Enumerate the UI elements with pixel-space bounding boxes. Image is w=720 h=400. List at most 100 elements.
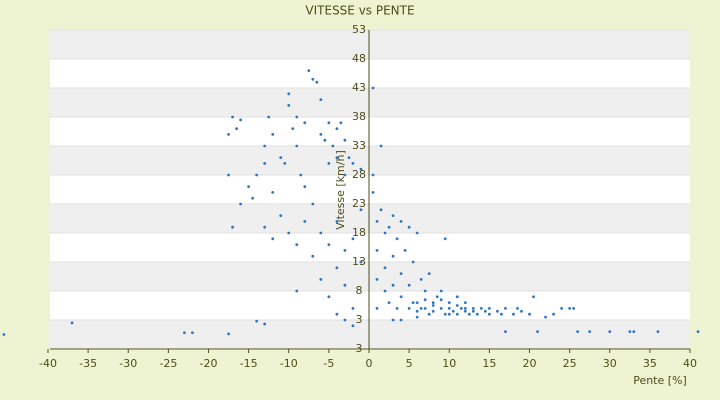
point <box>319 278 323 281</box>
point <box>319 98 323 101</box>
point <box>351 324 355 328</box>
point <box>415 301 419 304</box>
point <box>247 185 251 189</box>
point <box>387 225 391 229</box>
point <box>255 173 259 177</box>
point <box>411 260 415 264</box>
point <box>487 307 491 310</box>
x-tick-label: 15 <box>482 357 496 370</box>
point <box>415 309 419 313</box>
point <box>463 309 467 313</box>
point <box>419 307 423 310</box>
point <box>479 307 483 310</box>
point <box>303 185 307 189</box>
point <box>295 243 299 247</box>
point <box>427 272 431 275</box>
y-tick-label: 33 <box>352 139 366 152</box>
y-tick-label: 48 <box>352 52 366 65</box>
point <box>271 191 275 194</box>
point <box>371 86 375 90</box>
point <box>467 312 471 316</box>
point <box>255 319 259 323</box>
x-axis-title: Pente [%] <box>633 374 687 387</box>
point <box>183 331 186 335</box>
point <box>423 289 427 293</box>
point <box>271 237 275 241</box>
point <box>419 278 423 281</box>
point <box>455 312 459 316</box>
grid-band <box>50 117 690 146</box>
point <box>2 333 6 336</box>
point <box>327 121 331 125</box>
grid-band <box>50 30 690 59</box>
point <box>395 237 399 241</box>
grid-band <box>50 88 690 117</box>
grid-band <box>50 320 690 349</box>
point <box>299 173 303 177</box>
point <box>291 127 295 130</box>
point <box>319 231 323 235</box>
point <box>283 162 287 165</box>
point <box>471 307 475 310</box>
point <box>359 260 363 264</box>
point <box>431 304 435 307</box>
point <box>415 231 419 235</box>
y-tick-label: 53 <box>352 23 366 36</box>
point <box>343 173 347 177</box>
point <box>407 283 411 287</box>
point <box>407 307 411 310</box>
point <box>323 138 327 142</box>
point <box>271 133 275 136</box>
point <box>399 295 403 299</box>
point <box>375 278 379 281</box>
point <box>447 307 451 310</box>
point <box>191 331 194 335</box>
point <box>439 298 443 302</box>
point <box>455 295 459 299</box>
point <box>463 301 467 304</box>
grid-band <box>50 146 690 175</box>
point <box>504 307 507 310</box>
point <box>632 330 636 333</box>
point <box>383 266 387 270</box>
y-tick-label: 13 <box>352 255 366 268</box>
point <box>331 144 335 148</box>
chart-title: VITESSE vs PENTE <box>305 4 414 18</box>
point <box>427 312 431 316</box>
point <box>383 289 387 293</box>
point <box>576 330 580 333</box>
point <box>528 312 531 316</box>
point <box>447 312 451 316</box>
point <box>327 295 331 299</box>
y-tick-label: 38 <box>352 110 366 123</box>
point <box>391 254 395 258</box>
point <box>315 80 319 84</box>
point <box>359 167 363 171</box>
point <box>287 104 291 107</box>
grid-band <box>50 233 690 262</box>
point <box>423 307 427 310</box>
point <box>295 144 299 148</box>
point <box>423 298 427 302</box>
x-tick-label: -20 <box>200 357 218 370</box>
point <box>459 307 463 310</box>
grid-band <box>50 204 690 233</box>
point <box>70 321 74 325</box>
point <box>463 307 467 310</box>
point <box>335 266 339 270</box>
point <box>435 295 439 299</box>
y-tick-label: 28 <box>352 168 366 181</box>
point <box>487 312 491 316</box>
grid-band <box>50 291 690 320</box>
point <box>431 309 435 313</box>
point <box>375 220 379 223</box>
point <box>303 121 307 125</box>
point <box>588 330 592 333</box>
y-tick-label: 8 <box>356 284 363 297</box>
x-tick-label: 30 <box>603 357 617 370</box>
point <box>447 301 451 304</box>
point <box>251 196 255 200</box>
x-tick-label: -15 <box>240 357 258 370</box>
point <box>263 162 267 165</box>
